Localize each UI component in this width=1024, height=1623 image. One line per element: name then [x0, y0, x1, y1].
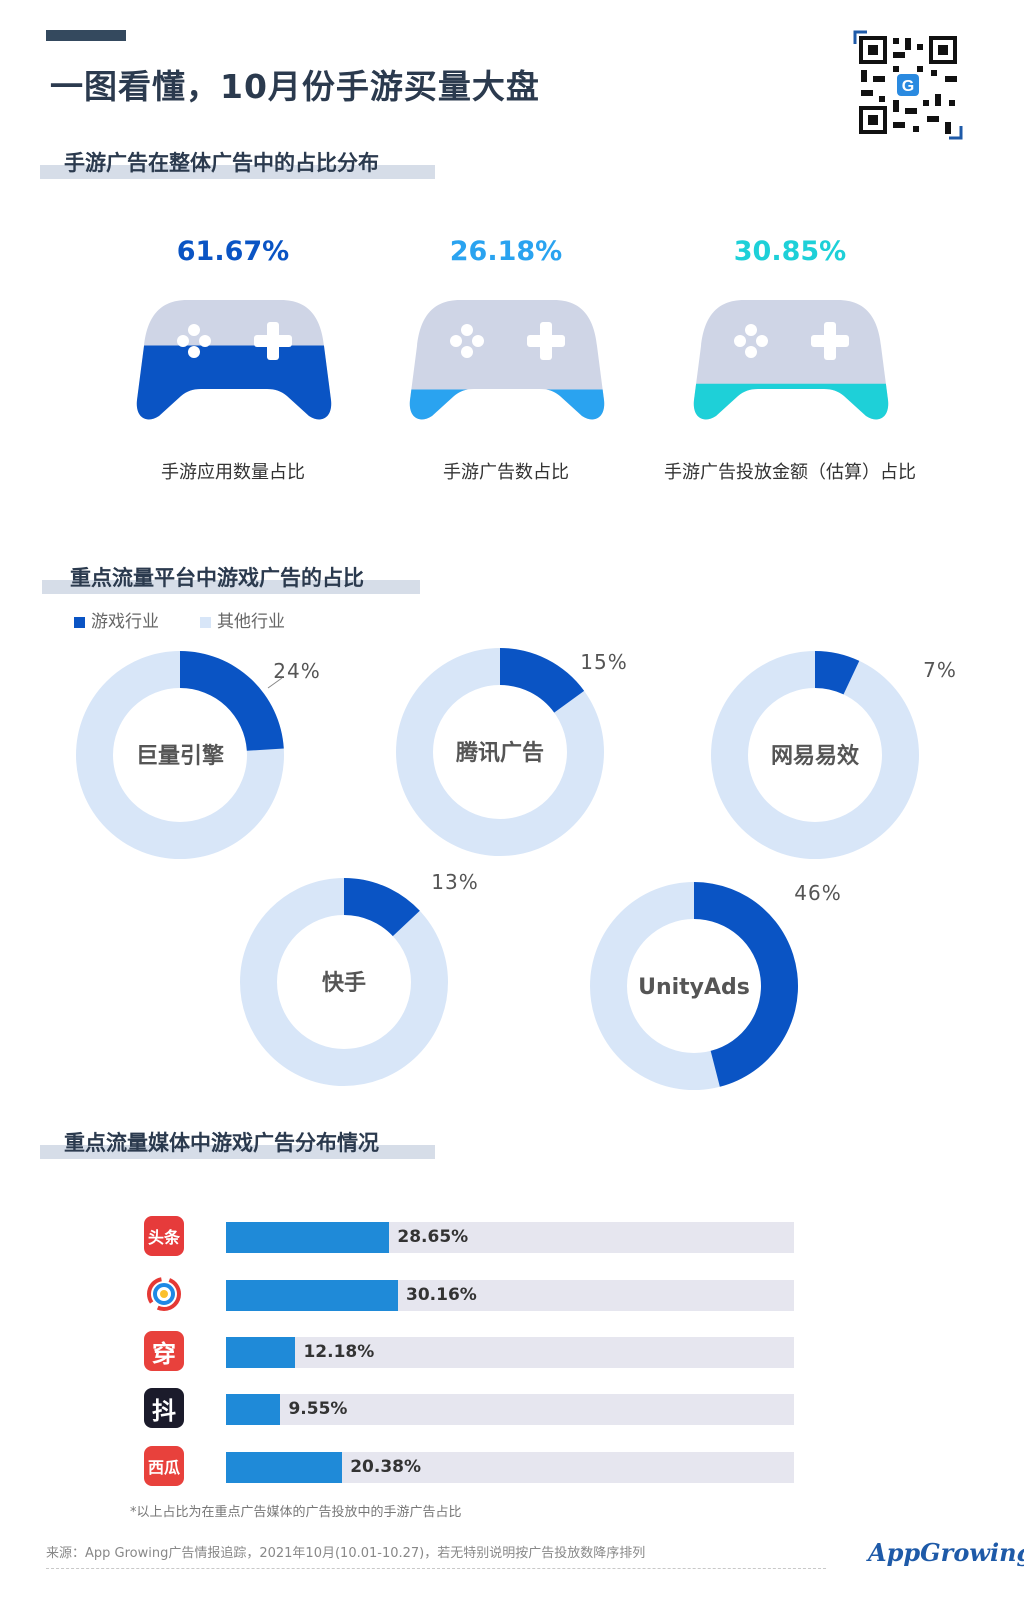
bar-track [226, 1337, 794, 1368]
page-title: 一图看懂，10月份手游买量大盘 [50, 67, 540, 106]
donut-percent-label: 15% [580, 650, 627, 674]
chuanshanjia-icon: 穿 [144, 1331, 184, 1371]
appgrowing-logo: AppGrowing [868, 1538, 1024, 1567]
platform-name: 巨量引擎 [136, 744, 224, 769]
gamepad-icon [409, 300, 605, 420]
bar-value-label: 20.38% [350, 1457, 422, 1477]
percent-value: 26.18% [449, 236, 563, 267]
platform-name: 腾讯广告 [456, 740, 544, 766]
section2-underline [42, 580, 420, 594]
svg-text:G: G [902, 78, 914, 95]
bar-fill [226, 1394, 281, 1425]
bar-fill [226, 1280, 398, 1311]
donut-slice-game [180, 651, 284, 751]
legend-swatch [200, 616, 211, 628]
platform-name: UnityAds [638, 975, 750, 1000]
donut-percent-label: 7% [923, 658, 957, 682]
platform-name: 网易易效 [771, 743, 859, 769]
controller-label: 手游广告投放金额（估算）占比 [664, 462, 916, 483]
section1-underline [40, 165, 435, 179]
bar-track [226, 1394, 794, 1425]
percent-value: 61.67% [176, 236, 290, 267]
controller-label: 手游广告数占比 [443, 462, 569, 483]
bar-value-label: 30.16% [406, 1285, 477, 1305]
legend-label: 其他行业 [217, 612, 285, 632]
bar-fill [226, 1337, 296, 1368]
section3-title: 重点流量媒体中游戏广告分布情况 [64, 1131, 379, 1155]
bar-value-label: 12.18% [303, 1342, 375, 1362]
gamepad-icon [693, 300, 889, 420]
donut-slice-game [815, 651, 860, 695]
header-accent-bar [46, 30, 126, 41]
bar-value-label: 28.65% [397, 1227, 469, 1247]
footer-divider [46, 1568, 826, 1569]
qr-code-icon: G [853, 30, 963, 140]
section1-title: 手游广告在整体广告中的占比分布 [64, 151, 379, 175]
bar-value-label: 9.55% [288, 1399, 348, 1419]
toutiao-icon: 头条 [144, 1216, 184, 1256]
gamepad-icon [136, 300, 332, 420]
xigua-icon: 西瓜 [144, 1446, 184, 1486]
douyin-icon: 抖 [144, 1388, 184, 1428]
footnote: *以上占比为在重点广告媒体的广告投放中的手游广告占比 [130, 1505, 462, 1520]
donut-percent-label: 46% [794, 881, 841, 905]
legend-other: 其他行业 [200, 607, 285, 632]
donut-percent-label: 13% [431, 870, 478, 894]
donut-slice-game [694, 882, 799, 1087]
section2-title: 重点流量平台中游戏广告的占比 [70, 566, 364, 590]
percent-value: 30.85% [733, 236, 847, 267]
bar-fill [226, 1452, 343, 1483]
section3-underline [40, 1145, 435, 1159]
legend-swatch [74, 616, 85, 628]
source-text: 来源：App Growing广告情报追踪，2021年10月(10.01-10.2… [46, 1546, 646, 1561]
tencent-news-icon [144, 1274, 184, 1314]
legend-game: 游戏行业 [74, 607, 159, 632]
donut-slice-game [500, 648, 585, 713]
leader-line [267, 677, 283, 689]
controller-label: 手游应用数量占比 [161, 462, 305, 483]
bar-fill [226, 1222, 390, 1253]
donut-slice-game [344, 878, 420, 937]
legend-label: 游戏行业 [91, 612, 159, 632]
platform-name: 快手 [322, 971, 366, 996]
